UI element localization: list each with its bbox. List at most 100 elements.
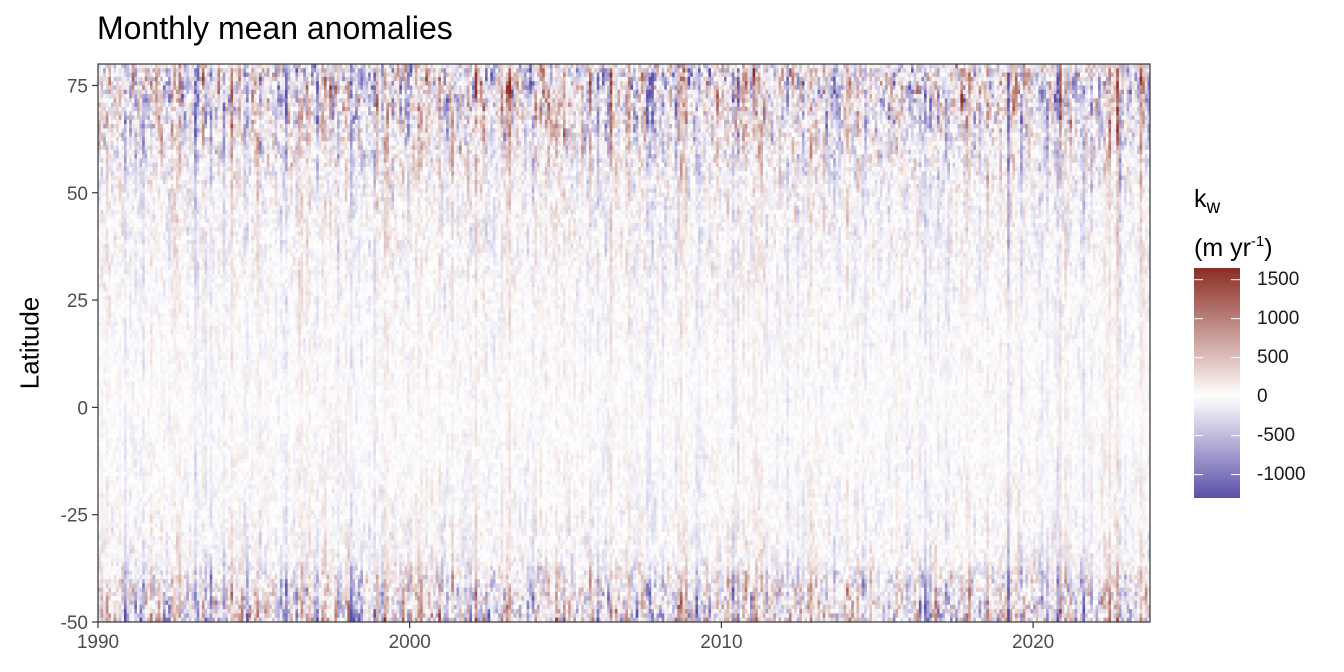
heatmap-cell xyxy=(412,64,415,69)
heatmap-cell xyxy=(171,90,174,95)
heatmap-cell xyxy=(623,68,626,73)
heatmap-cell xyxy=(815,64,818,69)
heatmap-cell xyxy=(579,94,582,99)
heatmap-cell xyxy=(545,68,548,73)
heatmap-cell xyxy=(628,90,631,95)
heatmap-cell xyxy=(669,68,672,73)
heatmap-cell xyxy=(342,98,345,103)
heatmap-cell xyxy=(638,68,641,73)
heatmap-cell xyxy=(1002,73,1005,78)
heatmap-cell xyxy=(888,81,891,86)
heatmap-cell xyxy=(805,77,808,82)
heatmap-cell xyxy=(1101,73,1104,78)
heatmap-cell xyxy=(1111,81,1114,86)
heatmap-cell xyxy=(166,73,169,78)
heatmap-cell xyxy=(160,85,163,90)
heatmap-cell xyxy=(508,85,511,90)
heatmap-cell xyxy=(205,81,208,86)
heatmap-cell xyxy=(311,64,314,69)
heatmap-cell xyxy=(846,90,849,95)
heatmap-cell xyxy=(181,77,184,82)
heatmap-cell xyxy=(937,68,940,73)
heatmap-cell xyxy=(311,68,314,73)
heatmap-cell xyxy=(407,81,410,86)
heatmap-cell xyxy=(677,94,680,99)
heatmap-cell xyxy=(443,85,446,90)
heatmap-cell xyxy=(940,90,943,95)
heatmap-cell xyxy=(493,81,496,86)
heatmap-cell xyxy=(971,64,974,69)
heatmap-cell xyxy=(620,85,623,90)
heatmap-cell xyxy=(818,77,821,82)
heatmap-cell xyxy=(994,68,997,73)
heatmap-cell xyxy=(280,81,283,86)
heatmap-cell xyxy=(111,90,114,95)
heatmap-cell xyxy=(911,85,914,90)
heatmap-cell xyxy=(753,85,756,90)
heatmap-cell xyxy=(140,77,143,82)
heatmap-cell xyxy=(607,90,610,95)
heatmap-cell xyxy=(677,77,680,82)
heatmap-cell xyxy=(319,77,322,82)
heatmap-cell xyxy=(560,81,563,86)
heatmap-cell xyxy=(992,73,995,78)
heatmap-cell xyxy=(101,73,104,78)
heatmap-cell xyxy=(267,73,270,78)
heatmap-cell xyxy=(618,77,621,82)
heatmap-cell xyxy=(636,64,639,69)
heatmap-cell xyxy=(672,81,675,86)
heatmap-cell xyxy=(301,98,304,103)
heatmap-cell xyxy=(186,73,189,78)
heatmap-cell xyxy=(342,64,345,69)
heatmap-cell xyxy=(940,85,943,90)
heatmap-cell xyxy=(958,85,961,90)
heatmap-cell xyxy=(280,98,283,103)
heatmap-cell xyxy=(132,64,135,69)
heatmap-cell xyxy=(919,94,922,99)
heatmap-cell xyxy=(1056,90,1059,95)
heatmap-cell xyxy=(789,64,792,69)
heatmap-cell xyxy=(306,81,309,86)
heatmap-cell xyxy=(223,81,226,86)
heatmap-cell xyxy=(895,85,898,90)
heatmap-cell xyxy=(527,68,530,73)
heatmap-cell xyxy=(301,81,304,86)
heatmap-cell xyxy=(379,90,382,95)
heatmap-cell xyxy=(366,64,369,69)
heatmap-cell xyxy=(1038,90,1041,95)
heatmap-cell xyxy=(311,73,314,78)
heatmap-cell xyxy=(451,90,454,95)
heatmap-cell xyxy=(168,81,171,86)
heatmap-cell xyxy=(163,68,166,73)
heatmap-cell xyxy=(290,64,293,69)
heatmap-cell xyxy=(277,98,280,103)
heatmap-cell xyxy=(638,81,641,86)
heatmap-cell xyxy=(329,64,332,69)
heatmap-cell xyxy=(820,94,823,99)
heatmap-cell xyxy=(127,90,130,95)
heatmap-cell xyxy=(958,90,961,95)
heatmap-cell xyxy=(202,90,205,95)
heatmap-cell xyxy=(997,94,1000,99)
heatmap-cell xyxy=(895,68,898,73)
heatmap-cell xyxy=(236,90,239,95)
heatmap-cell xyxy=(254,64,257,69)
heatmap-cell xyxy=(103,64,106,69)
heatmap-cell xyxy=(1090,73,1093,78)
heatmap-cell xyxy=(921,68,924,73)
heatmap-cell xyxy=(1007,90,1010,95)
heatmap-cell xyxy=(514,94,517,99)
heatmap-cell xyxy=(612,68,615,73)
heatmap-cell xyxy=(184,77,187,82)
heatmap-cell xyxy=(675,68,678,73)
heatmap-cell xyxy=(576,68,579,73)
heatmap-cell xyxy=(233,98,236,103)
heatmap-cell xyxy=(264,77,267,82)
heatmap-cell xyxy=(628,73,631,78)
heatmap-cell xyxy=(199,98,202,103)
heatmap-cell xyxy=(121,73,124,78)
heatmap-cell xyxy=(563,81,566,86)
heatmap-cell xyxy=(145,94,148,99)
heatmap-cell xyxy=(714,94,717,99)
heatmap-cell xyxy=(685,90,688,95)
